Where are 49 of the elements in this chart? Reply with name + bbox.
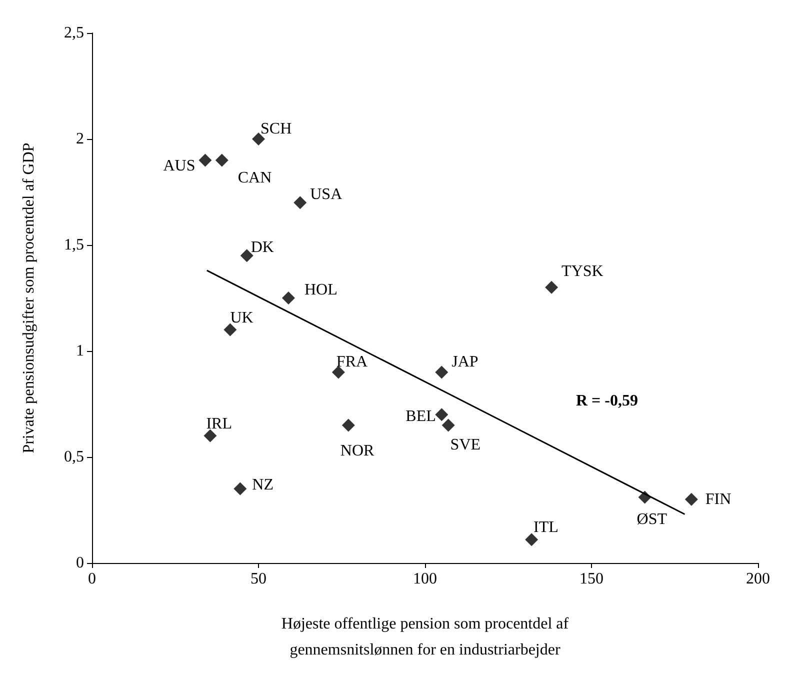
annotation: R = -0,59 bbox=[576, 392, 638, 410]
point bbox=[545, 280, 558, 294]
annotation: JAP bbox=[452, 354, 478, 371]
y-tick-label: 1,5 bbox=[64, 236, 84, 254]
point bbox=[198, 154, 212, 167]
annotation: UK bbox=[230, 309, 254, 326]
annotation: USA bbox=[310, 186, 343, 204]
x-tick-label: 150 bbox=[580, 570, 604, 588]
point bbox=[684, 492, 698, 506]
x-axis-title: Højeste offentlige pension som procentdel af gennemsnitslønnen for en industriarbejder bbox=[281, 616, 570, 658]
y-tick-label: 0 bbox=[76, 554, 84, 572]
annotation: ITL bbox=[534, 519, 558, 536]
point bbox=[224, 323, 237, 336]
y-tick-label: 2 bbox=[76, 130, 84, 148]
annotation: SCH bbox=[260, 120, 292, 138]
point bbox=[252, 132, 265, 146]
y-axis-title: Private pensionsudgifter som procentdel af GDP bbox=[20, 142, 38, 454]
point bbox=[234, 482, 247, 496]
annotation: NZ bbox=[252, 476, 274, 494]
point bbox=[204, 429, 217, 442]
point bbox=[342, 418, 355, 432]
annotation: FRA bbox=[336, 354, 368, 371]
annotation: ØST bbox=[636, 510, 668, 528]
annotation: NOR bbox=[340, 442, 375, 460]
x-tick-label: 200 bbox=[746, 570, 770, 588]
point bbox=[525, 533, 538, 546]
annotation: IRL bbox=[206, 415, 232, 432]
y-tick-label: 0,5 bbox=[64, 448, 84, 466]
point bbox=[215, 154, 228, 167]
point bbox=[638, 490, 652, 504]
x-tick-label: 50 bbox=[250, 570, 266, 588]
point bbox=[435, 408, 448, 422]
annotation: SVE bbox=[450, 436, 481, 454]
point bbox=[282, 292, 295, 304]
y-tick-label: 2,5 bbox=[64, 24, 84, 42]
point bbox=[332, 366, 345, 379]
point bbox=[294, 196, 307, 210]
y-tick-label: 1 bbox=[76, 342, 84, 360]
annotation: AUS bbox=[163, 158, 196, 175]
annotation: TYSK bbox=[562, 262, 604, 280]
point bbox=[442, 418, 455, 432]
x-tick-label: 100 bbox=[413, 570, 437, 588]
x-tick-label: 0 bbox=[88, 570, 96, 588]
annotation: DK bbox=[250, 239, 274, 256]
annotation: FIN bbox=[705, 490, 732, 508]
annotation: HOL bbox=[304, 282, 338, 298]
annotation: BEL bbox=[406, 408, 436, 426]
point bbox=[435, 366, 448, 379]
annotation: CAN bbox=[238, 170, 272, 187]
